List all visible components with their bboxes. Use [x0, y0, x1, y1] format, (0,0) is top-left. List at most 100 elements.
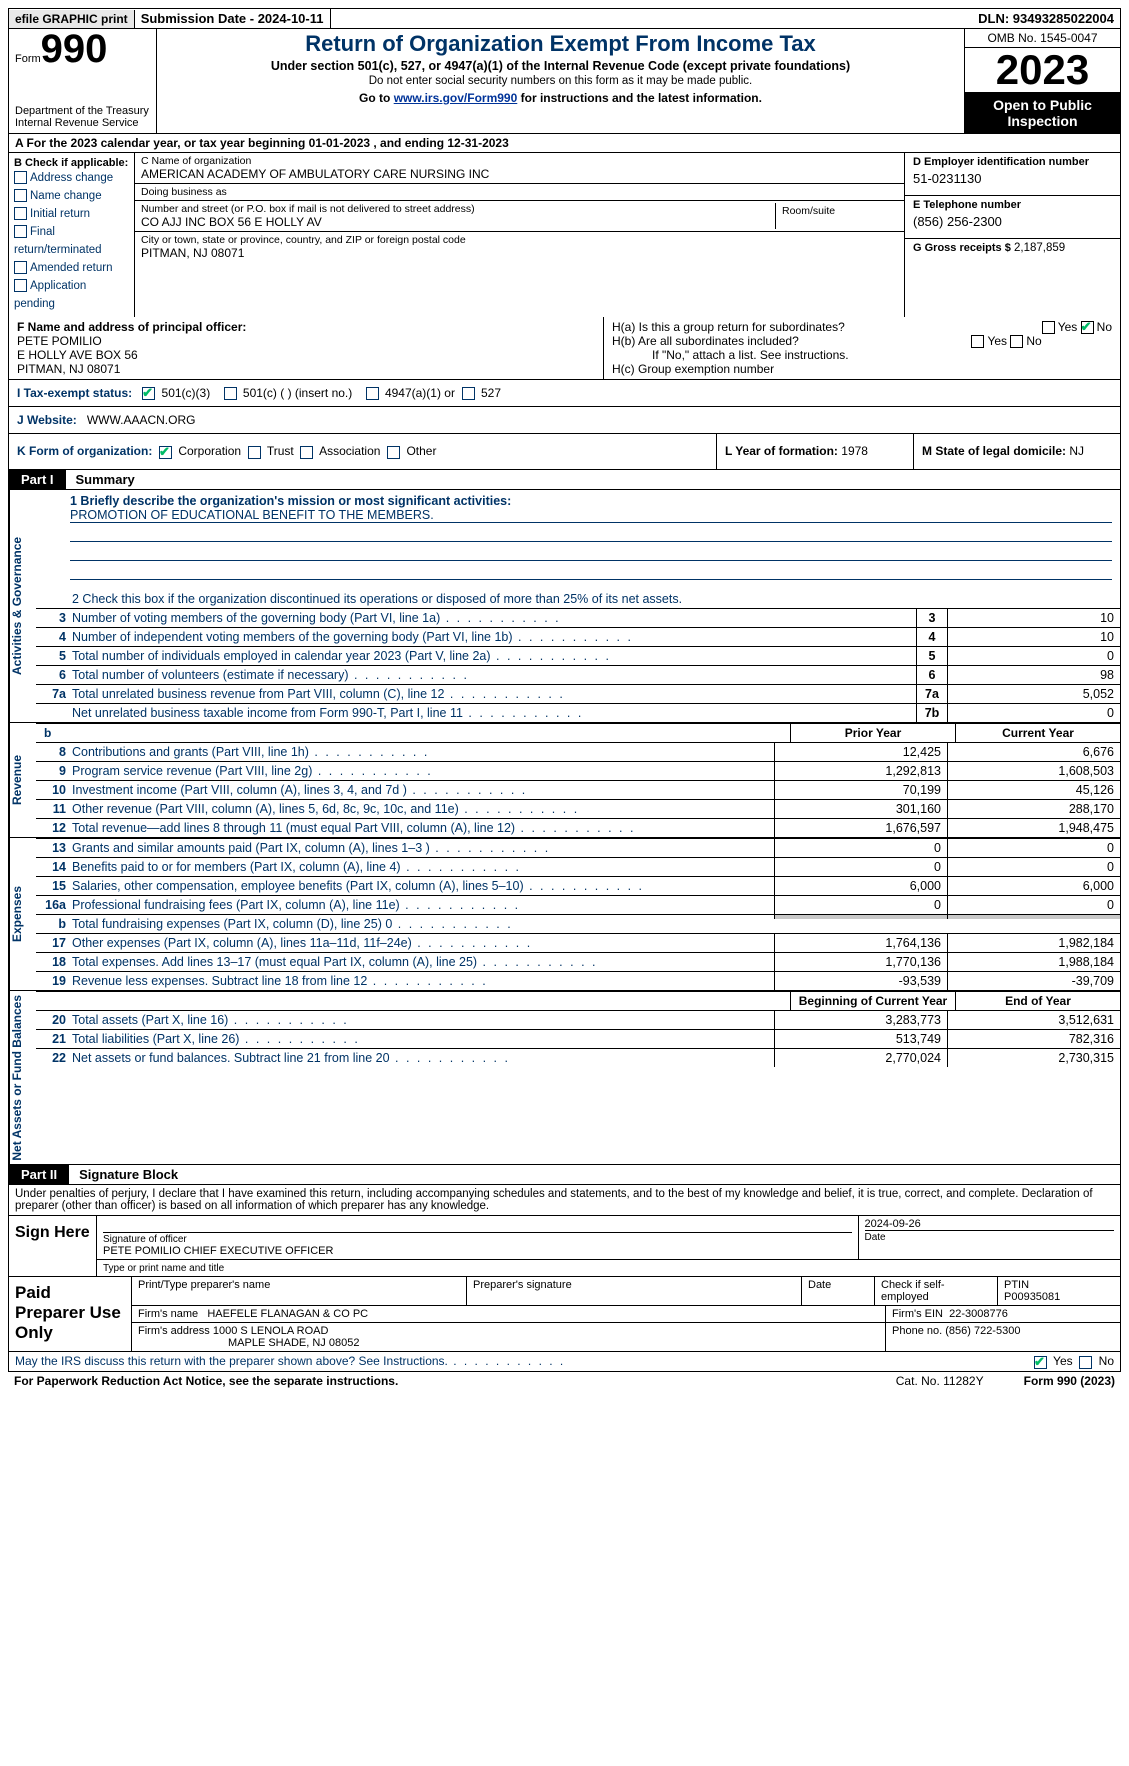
- dba-label: Doing business as: [141, 186, 898, 198]
- line-2: 2 Check this box if the organization dis…: [70, 590, 1120, 608]
- irs-link[interactable]: www.irs.gov/Form990: [394, 91, 518, 105]
- box-f: F Name and address of principal officer:…: [9, 317, 604, 379]
- i-label: I Tax-exempt status:: [17, 386, 132, 400]
- header-center: Return of Organization Exempt From Incom…: [157, 29, 964, 133]
- firm-ein: 22-3008776: [949, 1308, 1008, 1320]
- chk-corporation[interactable]: [159, 446, 172, 459]
- ha-yes[interactable]: [1042, 321, 1055, 334]
- h-b: H(b) Are all subordinates included? Yes …: [612, 334, 1112, 348]
- form-header: Form990 Department of the Treasury Inter…: [8, 29, 1121, 134]
- summary-row: 8Contributions and grants (Part VIII, li…: [36, 742, 1120, 761]
- j-label: J Website:: [17, 413, 77, 427]
- ptin-hdr: PTIN: [1004, 1279, 1029, 1291]
- efile-print-button[interactable]: efile GRAPHIC print: [9, 10, 135, 28]
- firm-ein-lbl: Firm's EIN: [892, 1308, 943, 1320]
- may-no[interactable]: [1079, 1356, 1092, 1369]
- part-1-header: Part I Summary: [8, 470, 1121, 490]
- hdr-current-year: Current Year: [955, 723, 1120, 742]
- self-employed-chk[interactable]: Check if self-employed: [881, 1279, 945, 1303]
- officer-addr1: E HOLLY AVE BOX 56: [17, 348, 595, 362]
- hb-no[interactable]: [1010, 335, 1023, 348]
- header-right: OMB No. 1545-0047 2023 Open to Public In…: [964, 29, 1120, 133]
- hb-note: If "No," attach a list. See instructions…: [612, 348, 1112, 362]
- row-j: J Website: WWW.AAACN.ORG: [8, 407, 1121, 434]
- summary-netassets: Net Assets or Fund Balances Beginning of…: [8, 991, 1121, 1166]
- prep-name-hdr: Print/Type preparer's name: [138, 1279, 270, 1291]
- box-c: C Name of organization AMERICAN ACADEMY …: [135, 153, 904, 317]
- dln: DLN: 93493285022004: [972, 9, 1120, 28]
- chk-initial-return[interactable]: Initial return: [14, 205, 129, 223]
- ein-value: 51-0231130: [913, 171, 1112, 186]
- chk-amended-return[interactable]: Amended return: [14, 259, 129, 277]
- tel-label: E Telephone number: [913, 199, 1112, 211]
- ha-no[interactable]: [1081, 321, 1094, 334]
- sig-date-value: 2024-09-26: [865, 1218, 921, 1230]
- paperwork-notice: For Paperwork Reduction Act Notice, see …: [14, 1374, 398, 1388]
- hb-yes[interactable]: [971, 335, 984, 348]
- city-value: PITMAN, NJ 08071: [141, 246, 898, 260]
- vtab-revenue: Revenue: [9, 723, 36, 837]
- form-footer: Form 990 (2023): [1024, 1374, 1115, 1388]
- firm-addr1: 1000 S LENOLA ROAD: [213, 1325, 329, 1337]
- street-value: CO AJJ INC BOX 56 E HOLLY AV: [141, 215, 775, 229]
- summary-row: 20Total assets (Part X, line 16)3,283,77…: [36, 1010, 1120, 1029]
- chk-address-change[interactable]: Address change: [14, 169, 129, 187]
- prep-sig-hdr: Preparer's signature: [473, 1279, 572, 1291]
- k-label: K Form of organization:: [17, 444, 152, 458]
- street-label: Number and street (or P.O. box if mail i…: [141, 203, 775, 215]
- sig-officer-label: Signature of officer: [103, 1234, 187, 1245]
- ptin-value: P00935081: [1004, 1291, 1060, 1303]
- summary-governance: Activities & Governance 1 Briefly descri…: [8, 490, 1121, 723]
- part-2-tag: Part II: [9, 1165, 69, 1184]
- box-b: B Check if applicable: Address change Na…: [9, 153, 135, 317]
- vtab-expenses: Expenses: [9, 838, 36, 990]
- goto-pre: Go to: [359, 91, 394, 105]
- summary-row: 15Salaries, other compensation, employee…: [36, 876, 1120, 895]
- row-klm: K Form of organization: Corporation Trus…: [8, 434, 1121, 469]
- hdr-end-year: End of Year: [955, 991, 1120, 1010]
- form-title: Return of Organization Exempt From Incom…: [163, 31, 958, 57]
- cat-no: Cat. No. 11282Y: [896, 1374, 984, 1388]
- signature-block: Under penalties of perjury, I declare th…: [8, 1185, 1121, 1352]
- summary-row: 12Total revenue—add lines 8 through 11 (…: [36, 818, 1120, 837]
- chk-application-pending[interactable]: Application pending: [14, 277, 129, 313]
- mission-text: PROMOTION OF EDUCATIONAL BENEFIT TO THE …: [70, 508, 1112, 523]
- summary-expenses: Expenses 13Grants and similar amounts pa…: [8, 838, 1121, 991]
- section-bcd: B Check if applicable: Address change Na…: [8, 153, 1121, 317]
- form-number: 990: [41, 27, 108, 71]
- summary-row: 10Investment income (Part VIII, column (…: [36, 780, 1120, 799]
- sign-here-label: Sign Here: [9, 1216, 97, 1276]
- chk-association[interactable]: [300, 446, 313, 459]
- may-discuss-row: May the IRS discuss this return with the…: [8, 1352, 1121, 1371]
- chk-527[interactable]: [462, 387, 475, 400]
- summary-row: 3Number of voting members of the governi…: [36, 608, 1120, 627]
- row-i: I Tax-exempt status: 501(c)(3) 501(c) ( …: [8, 380, 1121, 407]
- open-inspection: Open to Public Inspection: [965, 93, 1120, 133]
- box-h: H(a) Is this a group return for subordin…: [604, 317, 1120, 379]
- officer-name: PETE POMILIO: [17, 334, 595, 348]
- summary-revenue: Revenue b Prior Year Current Year 8Contr…: [8, 723, 1121, 838]
- chk-501c[interactable]: [224, 387, 237, 400]
- chk-name-change[interactable]: Name change: [14, 187, 129, 205]
- box-l: L Year of formation: 1978: [716, 434, 913, 468]
- firm-name-lbl: Firm's name: [138, 1308, 198, 1320]
- summary-row: 21Total liabilities (Part X, line 26)513…: [36, 1029, 1120, 1048]
- summary-row: 14Benefits paid to or for members (Part …: [36, 857, 1120, 876]
- chk-4947[interactable]: [366, 387, 379, 400]
- form-subtitle-1: Under section 501(c), 527, or 4947(a)(1)…: [163, 59, 958, 73]
- h-c: H(c) Group exemption number: [612, 362, 1112, 376]
- line-a-tax-year: A For the 2023 calendar year, or tax yea…: [8, 134, 1121, 153]
- phone-lbl: Phone no.: [892, 1325, 942, 1337]
- chk-501c3[interactable]: [142, 387, 155, 400]
- chk-final-return[interactable]: Final return/terminated: [14, 223, 129, 259]
- form-word: Form: [15, 53, 41, 65]
- may-yes[interactable]: [1034, 1356, 1047, 1369]
- hdr-prior-year: Prior Year: [790, 723, 955, 742]
- summary-row: 22Net assets or fund balances. Subtract …: [36, 1048, 1120, 1067]
- room-suite-label: Room/suite: [776, 203, 898, 229]
- chk-other[interactable]: [387, 446, 400, 459]
- website-value: WWW.AAACN.ORG: [87, 413, 196, 427]
- chk-trust[interactable]: [248, 446, 261, 459]
- gross-receipts: G Gross receipts $ 2,187,859: [913, 242, 1112, 254]
- mission-block: 1 Briefly describe the organization's mi…: [36, 490, 1120, 590]
